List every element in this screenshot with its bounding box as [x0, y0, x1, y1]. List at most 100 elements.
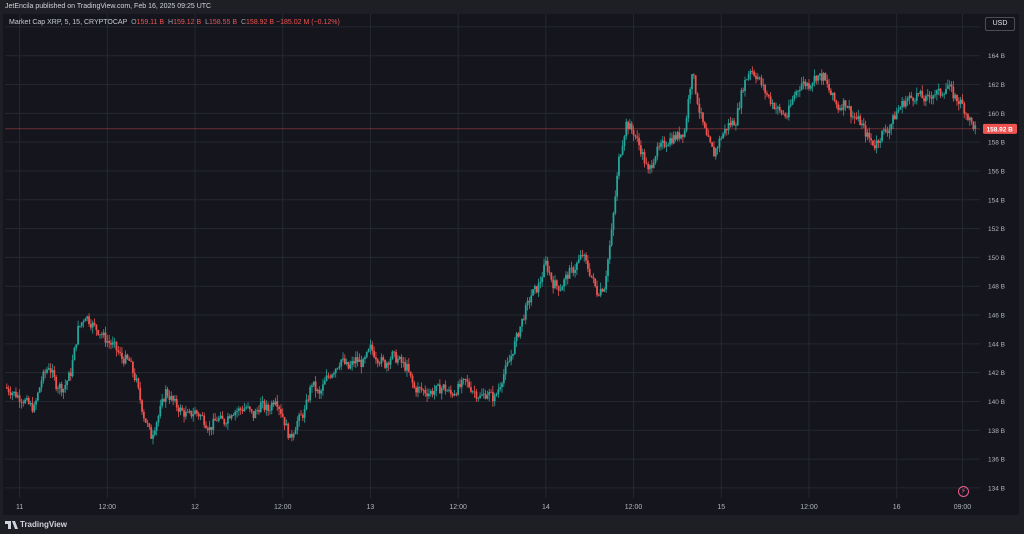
candle-body — [937, 88, 940, 91]
candle-body — [358, 359, 361, 362]
candle-body — [256, 410, 259, 411]
candle-body — [870, 138, 872, 141]
candle-body — [208, 427, 211, 431]
candle-body — [619, 154, 622, 157]
candle-body — [163, 399, 165, 402]
candle-body — [528, 300, 531, 303]
candle-body — [51, 370, 54, 373]
candle-body — [316, 389, 319, 392]
candle-body — [121, 352, 123, 359]
candle-body — [471, 391, 474, 393]
candle-body — [713, 146, 715, 157]
x-tick-label: 12:00 — [800, 504, 818, 511]
candle-body — [132, 361, 134, 374]
candle-body — [875, 140, 878, 149]
candle-body — [970, 117, 973, 122]
candle-body — [464, 378, 467, 380]
candle-body — [786, 116, 788, 118]
candle-body — [544, 260, 547, 265]
high-value: 159.12 B — [173, 19, 202, 26]
candle-body — [681, 134, 684, 137]
candle-body — [694, 75, 697, 94]
candle-body — [923, 98, 925, 102]
candle-body — [853, 116, 856, 118]
candle-body — [111, 342, 114, 345]
bolt-icon[interactable]: ⚡ — [958, 486, 969, 497]
candle-body — [692, 74, 695, 76]
candle-body — [106, 340, 109, 343]
candle-body — [100, 334, 103, 336]
candle-body — [928, 94, 931, 98]
candle-body — [16, 395, 19, 398]
chart-panel[interactable] — [3, 14, 1019, 515]
candle-body — [893, 115, 896, 120]
publisher-line: JetEncila published on TradingView.com, … — [5, 3, 212, 10]
candle-body — [9, 392, 12, 396]
candle-body — [603, 289, 606, 292]
candle-body — [632, 130, 635, 136]
candle-body — [20, 401, 23, 403]
candle-body — [634, 135, 637, 137]
candle-body — [654, 156, 657, 164]
x-tick-label: 09:00 — [954, 504, 972, 511]
candle-body — [616, 175, 619, 197]
candle-body — [850, 106, 852, 118]
candle-body — [216, 420, 218, 422]
candle-body — [671, 138, 673, 144]
candle-body — [223, 419, 226, 425]
candle-body — [110, 342, 112, 345]
candle-body — [645, 163, 648, 165]
candle-body — [126, 354, 129, 359]
candle-body — [250, 409, 253, 412]
candle-body — [415, 387, 418, 393]
candle-body — [424, 389, 427, 394]
candle-body — [153, 430, 156, 435]
candle-body — [903, 101, 905, 107]
candle-body — [418, 387, 421, 388]
candle-body — [789, 104, 792, 106]
footer: TradingView — [0, 515, 1024, 534]
candle-body — [784, 113, 787, 117]
candle-body — [526, 300, 529, 306]
candle-body — [742, 90, 745, 92]
candle-body — [135, 378, 138, 381]
candle-body — [42, 371, 45, 381]
candle-body — [102, 332, 105, 336]
footer-brand[interactable]: TradingView — [20, 520, 67, 529]
candle-body — [261, 401, 264, 403]
candle-body — [718, 138, 721, 148]
y-tick-label: 152 B — [988, 226, 1005, 233]
candle-body — [959, 99, 962, 105]
candle-body — [579, 255, 582, 260]
candle-body — [272, 402, 275, 405]
candle-body — [115, 341, 118, 351]
currency-button[interactable]: USD — [985, 17, 1015, 31]
candle-body — [477, 397, 480, 399]
candle-body — [950, 84, 953, 87]
candle-body — [287, 423, 290, 439]
low-value: 158.55 B — [208, 19, 238, 26]
candle-body — [572, 267, 575, 273]
x-tick-label: 15 — [717, 504, 725, 511]
candle-body — [245, 407, 248, 409]
candle-body — [647, 163, 650, 170]
candle-body — [501, 383, 503, 388]
candle-body — [490, 391, 492, 393]
candle-body — [373, 350, 375, 358]
candle-body — [470, 387, 472, 392]
candle-body — [164, 389, 167, 402]
candle-body — [747, 74, 750, 80]
candle-body — [764, 84, 767, 94]
candle-body — [861, 123, 863, 126]
x-tick-label: 13 — [367, 504, 375, 511]
symbol-name[interactable]: Market Cap XRP, 5, 15, CRYPTOCAP — [9, 19, 128, 26]
y-tick-label: 138 B — [988, 428, 1005, 435]
candle-body — [755, 75, 757, 80]
candle-body — [586, 260, 589, 269]
candle-body — [576, 262, 578, 270]
candle-body — [184, 411, 187, 417]
candle-body — [702, 112, 704, 123]
candle-body — [904, 100, 907, 107]
candle-body — [912, 97, 915, 101]
